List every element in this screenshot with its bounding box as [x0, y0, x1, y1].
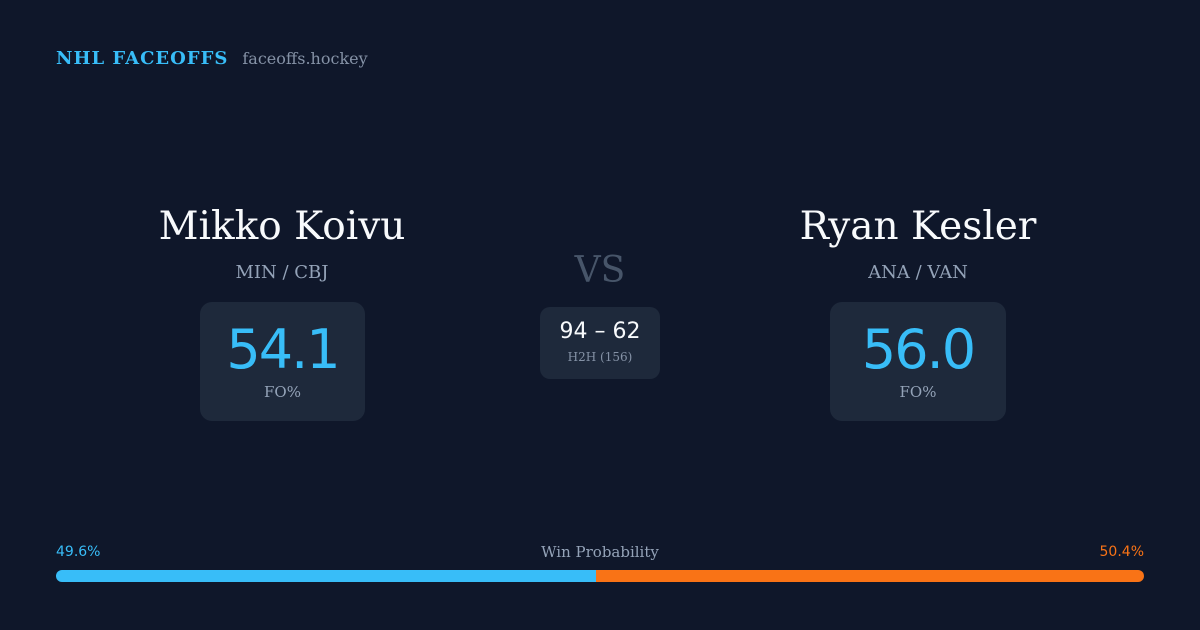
h2h-label: H2H (156) [567, 350, 633, 364]
player-right-fo-value: 56.0 [861, 318, 976, 381]
player-left-teams: MIN / CBJ [235, 262, 329, 283]
player-left-name: Mikko Koivu [158, 204, 406, 249]
brand-domain: faceoffs.hockey [242, 49, 368, 68]
player-right-fo-card: 56.0 FO% [830, 302, 1006, 421]
win-probability-left: 49.6% [56, 544, 101, 560]
h2h-card: 94 – 62 H2H (156) [540, 307, 660, 379]
win-probability-fill-right [595, 570, 1144, 582]
win-probability-fill-left [56, 570, 596, 582]
brand-header: NHL FACEOFFS faceoffs.hockey [56, 48, 368, 69]
player-left-fo-card: 54.1 FO% [200, 302, 365, 421]
brand-name: NHL FACEOFFS [56, 48, 229, 69]
h2h-score: 94 – 62 [559, 319, 641, 344]
player-left-fo-value: 54.1 [226, 318, 340, 381]
player-right-name: Ryan Kesler [799, 204, 1037, 249]
win-probability-right: 50.4% [1099, 544, 1144, 560]
win-probability-bar [56, 570, 1144, 582]
player-left-fo-label: FO% [264, 383, 301, 401]
win-probability-label: Win Probability [541, 543, 659, 561]
player-right-teams: ANA / VAN [868, 262, 968, 283]
player-right-fo-label: FO% [899, 383, 937, 401]
vs-label: VS [574, 250, 626, 291]
